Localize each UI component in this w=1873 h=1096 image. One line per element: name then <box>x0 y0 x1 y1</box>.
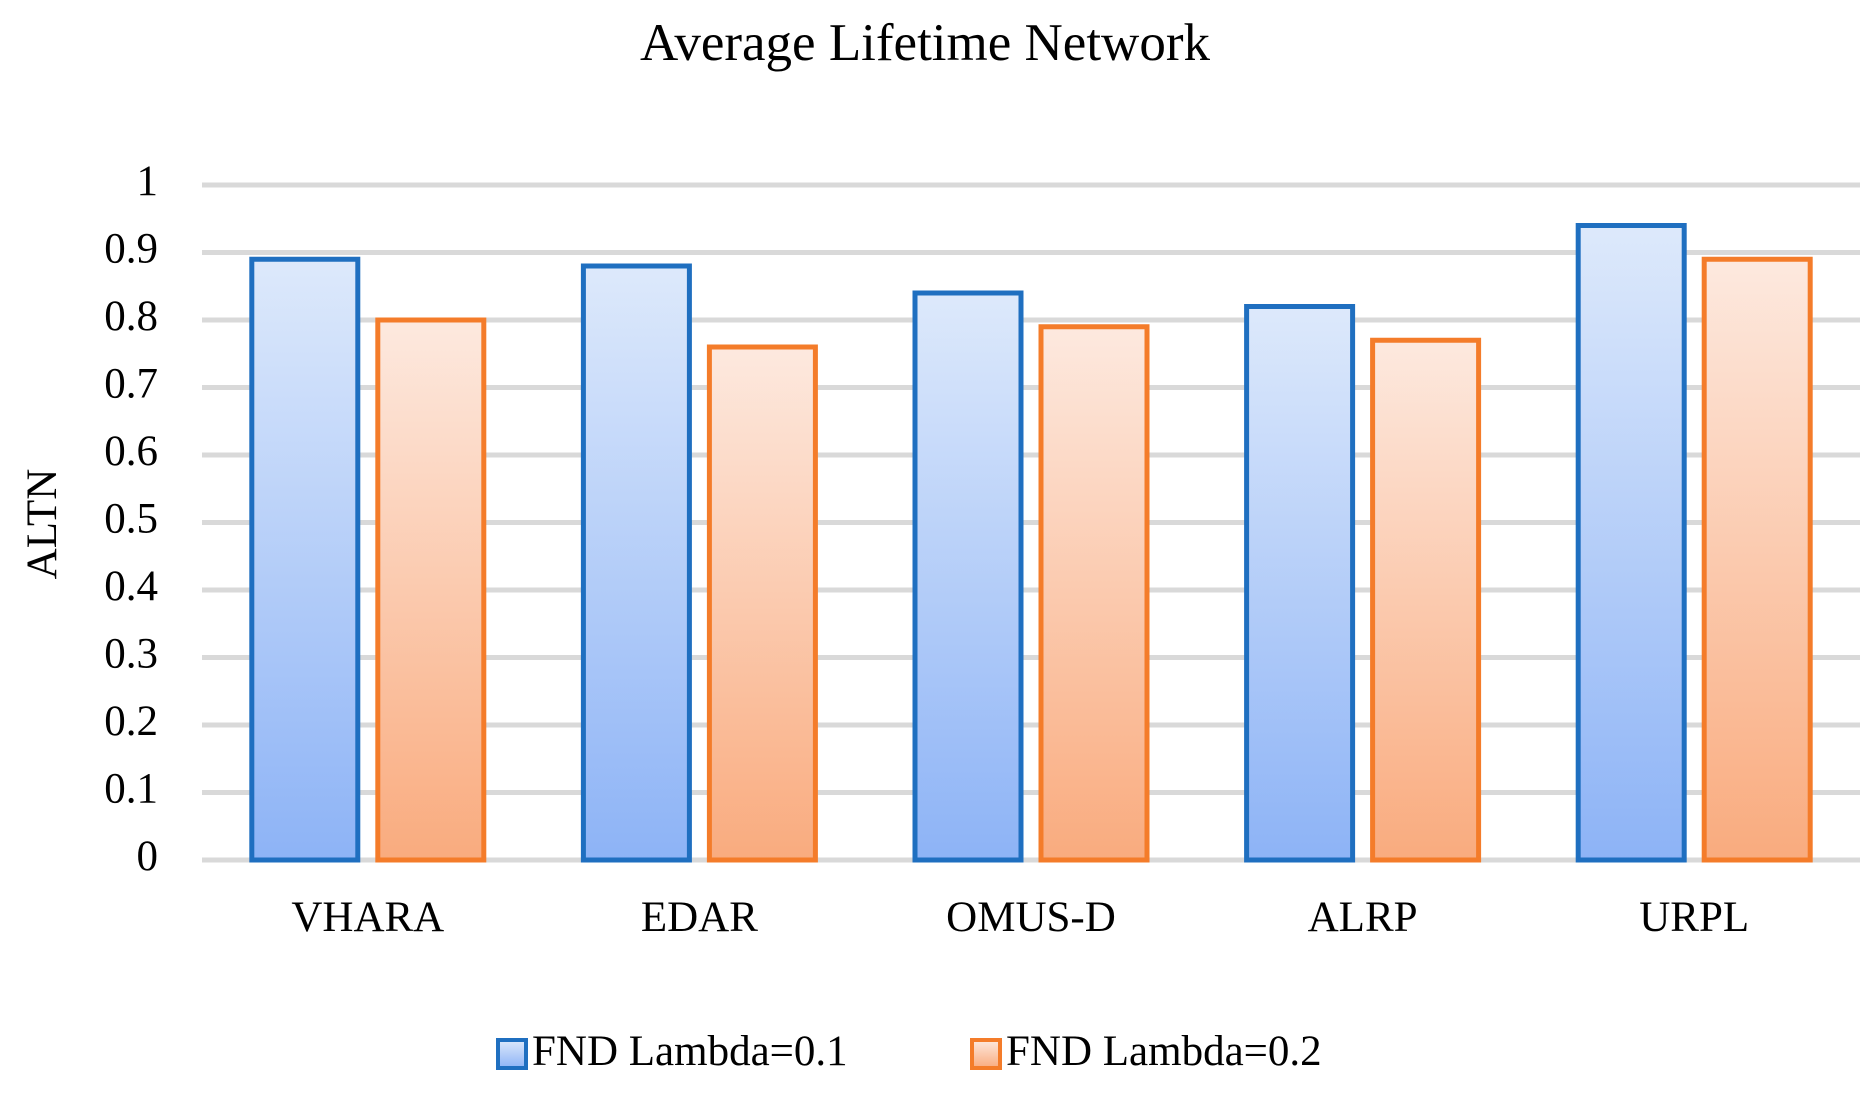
bar <box>1244 304 1356 863</box>
bar <box>1038 324 1150 863</box>
bar <box>580 263 692 863</box>
legend-label: FND Lambda=0.1 <box>532 1028 848 1075</box>
x-tick-label: VHARA <box>291 894 444 941</box>
bar <box>249 256 361 863</box>
y-tick-label: 0 <box>137 833 159 880</box>
bar <box>912 290 1024 863</box>
y-tick-label: 0.4 <box>104 563 158 610</box>
x-tick-label: EDAR <box>641 894 758 941</box>
y-axis-label: ALTN <box>19 469 66 580</box>
y-tick-label: 0.7 <box>104 360 158 407</box>
y-tick-label: 0.2 <box>104 698 158 745</box>
legend-swatch <box>970 1038 1002 1070</box>
bar <box>1701 256 1813 863</box>
x-tick-label: OMUS-D <box>946 894 1116 941</box>
y-tick-label: 0.1 <box>104 765 158 812</box>
chart-title: Average Lifetime Network <box>640 14 1210 72</box>
y-tick-label: 0.8 <box>104 293 158 340</box>
x-tick-label: URPL <box>1639 894 1749 941</box>
y-tick-label: 0.6 <box>104 428 158 475</box>
x-tick-label: ALRP <box>1308 894 1418 941</box>
bar <box>1575 223 1687 863</box>
legend-label: FND Lambda=0.2 <box>1006 1028 1322 1075</box>
bar <box>1370 337 1482 863</box>
y-tick-label: 0.5 <box>104 495 158 542</box>
bar <box>375 317 487 863</box>
bar <box>706 344 818 863</box>
y-tick-label: 0.3 <box>104 630 158 677</box>
y-tick-label: 0.9 <box>104 225 158 272</box>
y-tick-label: 1 <box>137 158 159 205</box>
legend-swatch <box>496 1038 528 1070</box>
